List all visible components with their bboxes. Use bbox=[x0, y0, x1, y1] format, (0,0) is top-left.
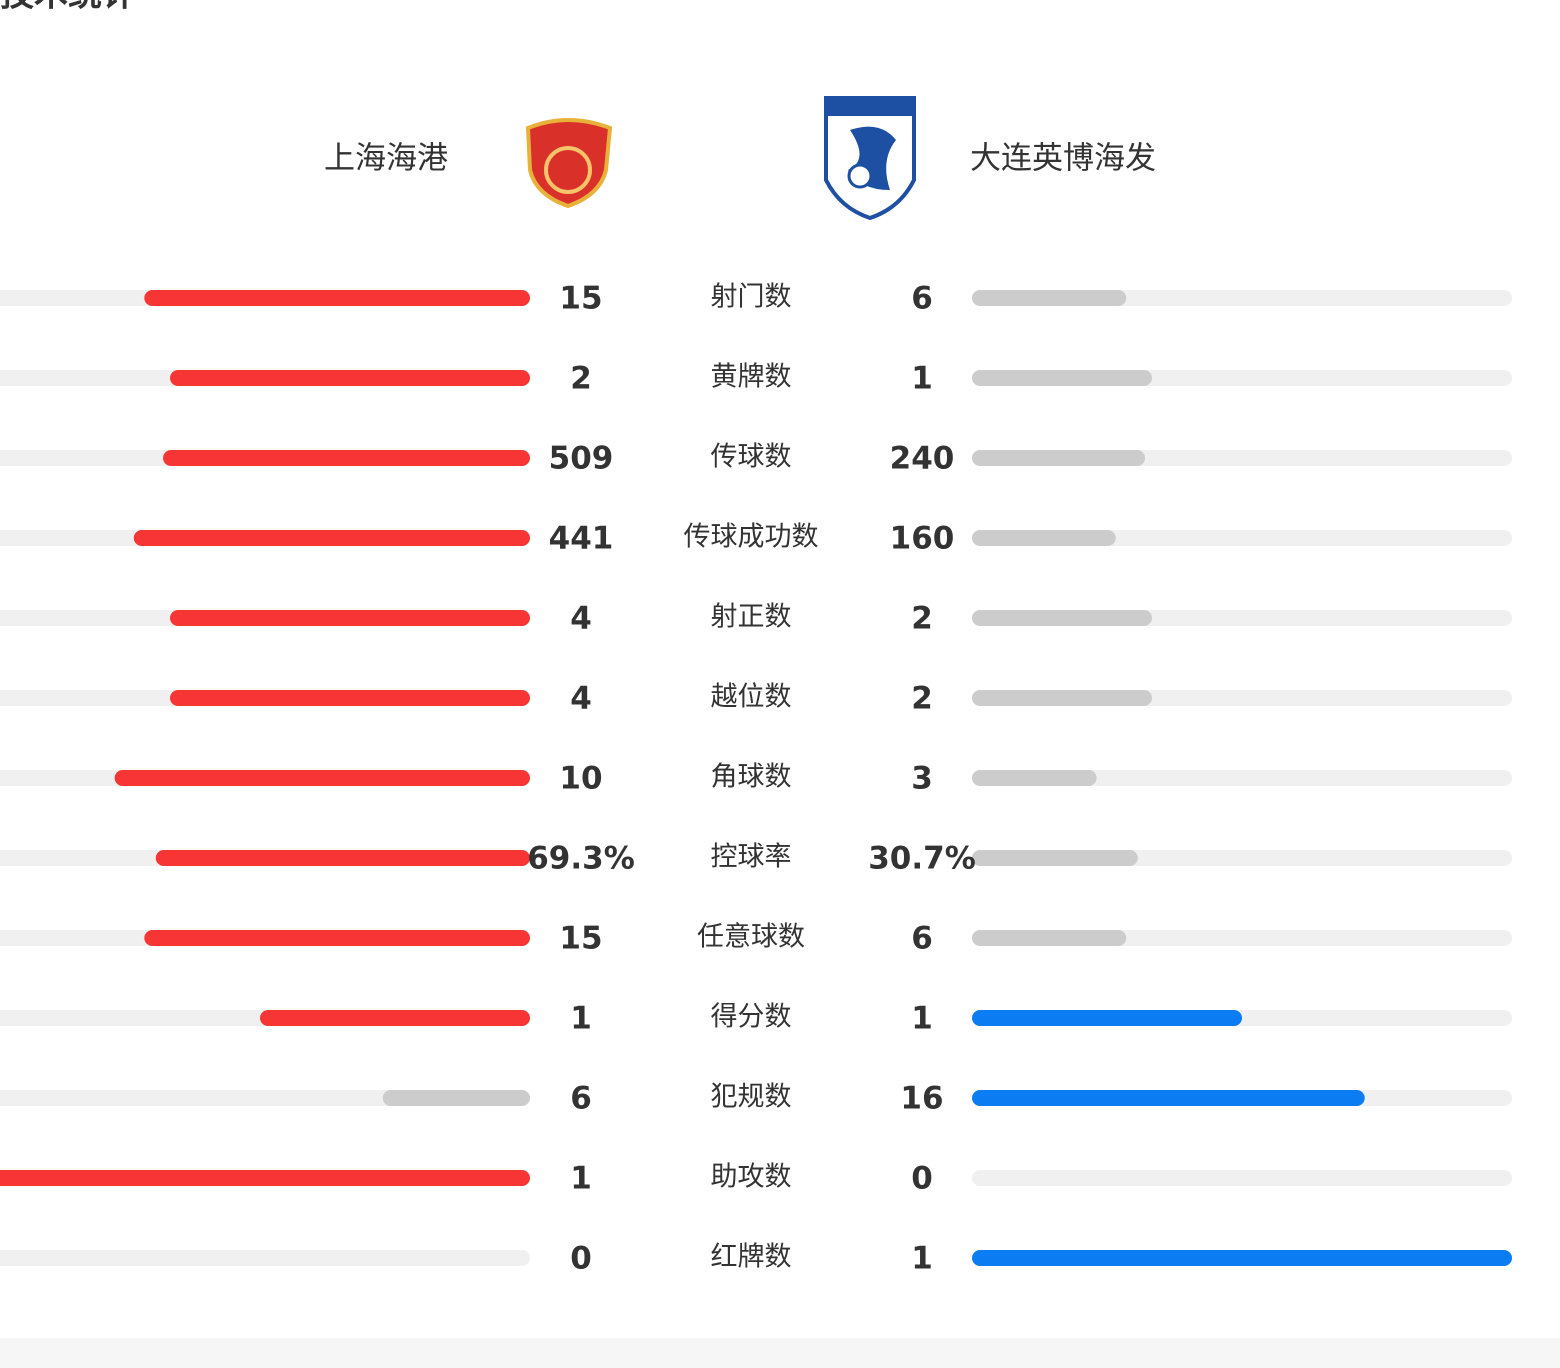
stat-label: 射门数 bbox=[711, 282, 792, 313]
stat-label: 角球数 bbox=[711, 762, 792, 793]
away-value: 30.7% bbox=[868, 841, 976, 877]
away-bar bbox=[972, 1010, 1242, 1026]
away-bar bbox=[972, 690, 1152, 706]
home-bar bbox=[133, 530, 530, 546]
stat-label: 传球成功数 bbox=[684, 522, 819, 553]
home-bar bbox=[114, 770, 530, 786]
stat-label: 越位数 bbox=[711, 682, 792, 713]
away-bar bbox=[972, 1090, 1365, 1106]
away-value: 0 bbox=[911, 1161, 933, 1197]
away-value: 3 bbox=[911, 761, 933, 797]
away-value: 1 bbox=[911, 1241, 933, 1277]
home-value: 2 bbox=[570, 361, 592, 397]
away-bar bbox=[972, 770, 1097, 786]
home-bar-track bbox=[0, 1250, 530, 1266]
home-value: 4 bbox=[570, 681, 592, 717]
away-bar bbox=[972, 370, 1152, 386]
away-value: 2 bbox=[911, 681, 933, 717]
home-value: 509 bbox=[549, 441, 614, 477]
away-bar bbox=[972, 610, 1152, 626]
home-value: 69.3% bbox=[527, 841, 635, 877]
home-bar bbox=[382, 1090, 530, 1106]
stat-label: 任意球数 bbox=[697, 922, 805, 953]
home-value: 15 bbox=[559, 921, 602, 957]
away-value: 6 bbox=[911, 281, 933, 317]
home-value: 1 bbox=[570, 1161, 592, 1197]
home-value: 0 bbox=[570, 1241, 592, 1277]
away-logo bbox=[824, 96, 916, 221]
section-title: 技术统计 bbox=[0, 0, 136, 15]
away-value: 160 bbox=[890, 521, 955, 557]
stat-label: 传球数 bbox=[711, 442, 792, 473]
home-value: 10 bbox=[559, 761, 602, 797]
away-bar bbox=[972, 1250, 1512, 1266]
home-bar bbox=[170, 610, 530, 626]
stat-label: 犯规数 bbox=[711, 1082, 792, 1113]
home-bar bbox=[163, 450, 530, 466]
home-bar bbox=[0, 1170, 530, 1186]
stat-label: 控球率 bbox=[711, 842, 792, 873]
home-bar bbox=[144, 930, 531, 946]
home-value: 1 bbox=[570, 1001, 592, 1037]
home-bar bbox=[144, 290, 531, 306]
away-value: 1 bbox=[911, 361, 933, 397]
home-bar bbox=[170, 690, 530, 706]
home-value: 4 bbox=[570, 601, 592, 637]
away-bar bbox=[972, 530, 1116, 546]
away-bar-track bbox=[972, 770, 1512, 786]
away-value: 6 bbox=[911, 921, 933, 957]
home-bar bbox=[260, 1010, 530, 1026]
bottom-band bbox=[0, 1338, 1560, 1368]
away-value: 16 bbox=[900, 1081, 943, 1117]
away-value: 240 bbox=[890, 441, 955, 477]
home-bar bbox=[170, 370, 530, 386]
away-bar bbox=[972, 850, 1138, 866]
away-bar bbox=[972, 450, 1146, 466]
home-logo bbox=[525, 118, 613, 209]
stat-label: 黄牌数 bbox=[711, 362, 792, 393]
home-team-name: 上海海港 bbox=[324, 141, 448, 177]
away-bar bbox=[972, 290, 1127, 306]
stat-label: 红牌数 bbox=[711, 1242, 792, 1273]
away-bar bbox=[972, 930, 1127, 946]
stat-label: 助攻数 bbox=[711, 1162, 792, 1193]
away-value: 2 bbox=[911, 601, 933, 637]
home-value: 441 bbox=[549, 521, 614, 557]
away-value: 1 bbox=[911, 1001, 933, 1037]
home-value: 15 bbox=[559, 281, 602, 317]
home-bar bbox=[155, 850, 530, 866]
stat-label: 射正数 bbox=[711, 602, 792, 633]
stat-label: 得分数 bbox=[711, 1002, 792, 1033]
away-team-name: 大连英博海发 bbox=[970, 141, 1156, 177]
home-value: 6 bbox=[570, 1081, 592, 1117]
away-bar-track bbox=[972, 1170, 1512, 1186]
